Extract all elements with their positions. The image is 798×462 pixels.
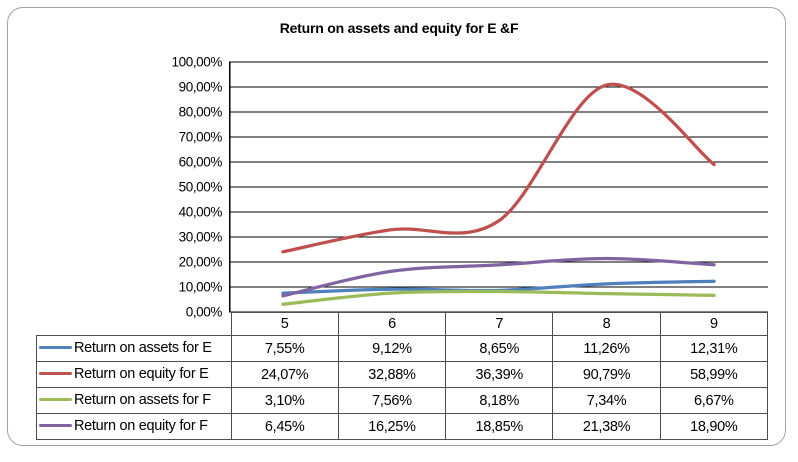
series-row: Return on equity for F 6,45% 16,25% 18,85% 2… — [36, 413, 769, 440]
value-cell: 11,26% — [552, 335, 661, 362]
value-cell: 6,67% — [659, 387, 769, 414]
value-cell: 24,07% — [230, 361, 339, 388]
series-name-label: Return on assets for F — [74, 392, 211, 409]
value-cell: 7,55% — [230, 335, 339, 362]
x-axis-category-header: 6 — [337, 312, 447, 336]
legend-key-line — [39, 371, 72, 376]
chart-title: Return on assets and equity for E &F — [279, 20, 519, 36]
legend-cell: Return on assets for E — [36, 335, 232, 362]
legend-cell: Return on equity for E — [36, 361, 232, 388]
series-row: Return on assets for F 3,10% 7,56% 8,18% 7,3… — [36, 387, 769, 414]
value-cell: 7,34% — [552, 387, 661, 414]
value-cell: 58,99% — [659, 361, 769, 388]
series-name-label: Return on equity for F — [74, 418, 208, 435]
series-rows: Return on assets for E 7,55% 9,12% 8,65% 11,… — [36, 335, 769, 440]
series-line-return-on-equity-for-f — [281, 256, 716, 298]
x-axis-category-header: 5 — [230, 312, 339, 336]
legend-cell: Return on equity for F — [36, 413, 232, 440]
value-cell: 36,39% — [445, 361, 554, 388]
legend-key-line — [39, 423, 72, 428]
value-cell: 21,38% — [552, 413, 661, 440]
x-axis-category-header: 7 — [445, 312, 554, 336]
series-line-return-on-assets-for-f — [281, 289, 716, 306]
x-axis-category-header: 8 — [552, 312, 661, 336]
value-cell: 3,10% — [230, 387, 339, 414]
value-cell: 8,18% — [445, 387, 554, 414]
x-axis-category-header: 9 — [659, 312, 769, 336]
value-cell: 32,88% — [337, 361, 447, 388]
series-row: Return on equity for E 24,07% 32,88% 36,39%… — [36, 361, 769, 388]
series-name-label: Return on equity for E — [74, 366, 209, 383]
value-cell: 90,79% — [552, 361, 661, 388]
value-cell: 18,90% — [659, 413, 769, 440]
value-cell: 18,85% — [445, 413, 554, 440]
value-cell: 6,45% — [230, 413, 339, 440]
value-cell: 9,12% — [337, 335, 447, 362]
legend-cell: Return on assets for F — [36, 387, 232, 414]
value-cell: 16,25% — [337, 413, 447, 440]
series-row: Return on assets for E 7,55% 9,12% 8,65% 11,… — [36, 335, 769, 362]
value-cell: 12,31% — [659, 335, 769, 362]
series-name-label: Return on assets for E — [74, 340, 212, 357]
table-corner-blank — [37, 313, 232, 336]
value-cell: 7,56% — [337, 387, 447, 414]
series-line-return-on-equity-for-e — [281, 82, 716, 254]
value-cell: 8,65% — [445, 335, 554, 362]
legend-key-line — [39, 345, 72, 350]
plot-area — [228, 61, 768, 313]
legend-key-line — [39, 397, 72, 402]
